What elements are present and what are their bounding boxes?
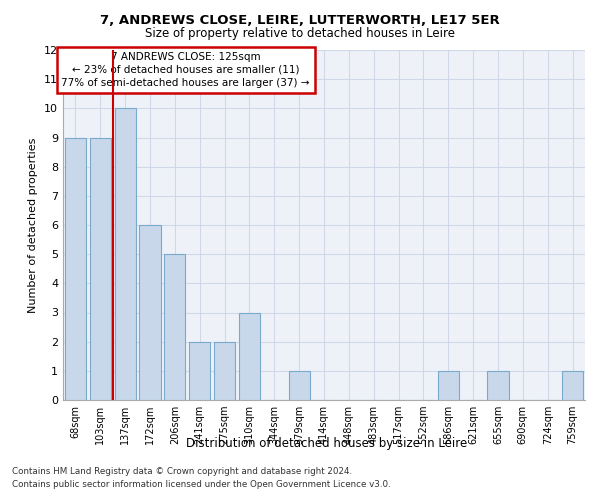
Text: Contains HM Land Registry data © Crown copyright and database right 2024.: Contains HM Land Registry data © Crown c… [12, 468, 352, 476]
Bar [189, 342, 210, 400]
Bar [562, 371, 583, 400]
Bar [214, 342, 235, 400]
Bar [487, 371, 509, 400]
Bar [239, 312, 260, 400]
Bar [115, 108, 136, 400]
Bar [164, 254, 185, 400]
Bar [65, 138, 86, 400]
Text: Contains public sector information licensed under the Open Government Licence v3: Contains public sector information licen… [12, 480, 391, 489]
Text: Size of property relative to detached houses in Leire: Size of property relative to detached ho… [145, 27, 455, 40]
Bar [289, 371, 310, 400]
Bar [438, 371, 459, 400]
Y-axis label: Number of detached properties: Number of detached properties [28, 138, 38, 312]
Text: 7 ANDREWS CLOSE: 125sqm
← 23% of detached houses are smaller (11)
77% of semi-de: 7 ANDREWS CLOSE: 125sqm ← 23% of detache… [61, 52, 310, 88]
Bar [139, 225, 161, 400]
Bar [90, 138, 111, 400]
Text: Distribution of detached houses by size in Leire: Distribution of detached houses by size … [187, 438, 467, 450]
Text: 7, ANDREWS CLOSE, LEIRE, LUTTERWORTH, LE17 5ER: 7, ANDREWS CLOSE, LEIRE, LUTTERWORTH, LE… [100, 14, 500, 27]
